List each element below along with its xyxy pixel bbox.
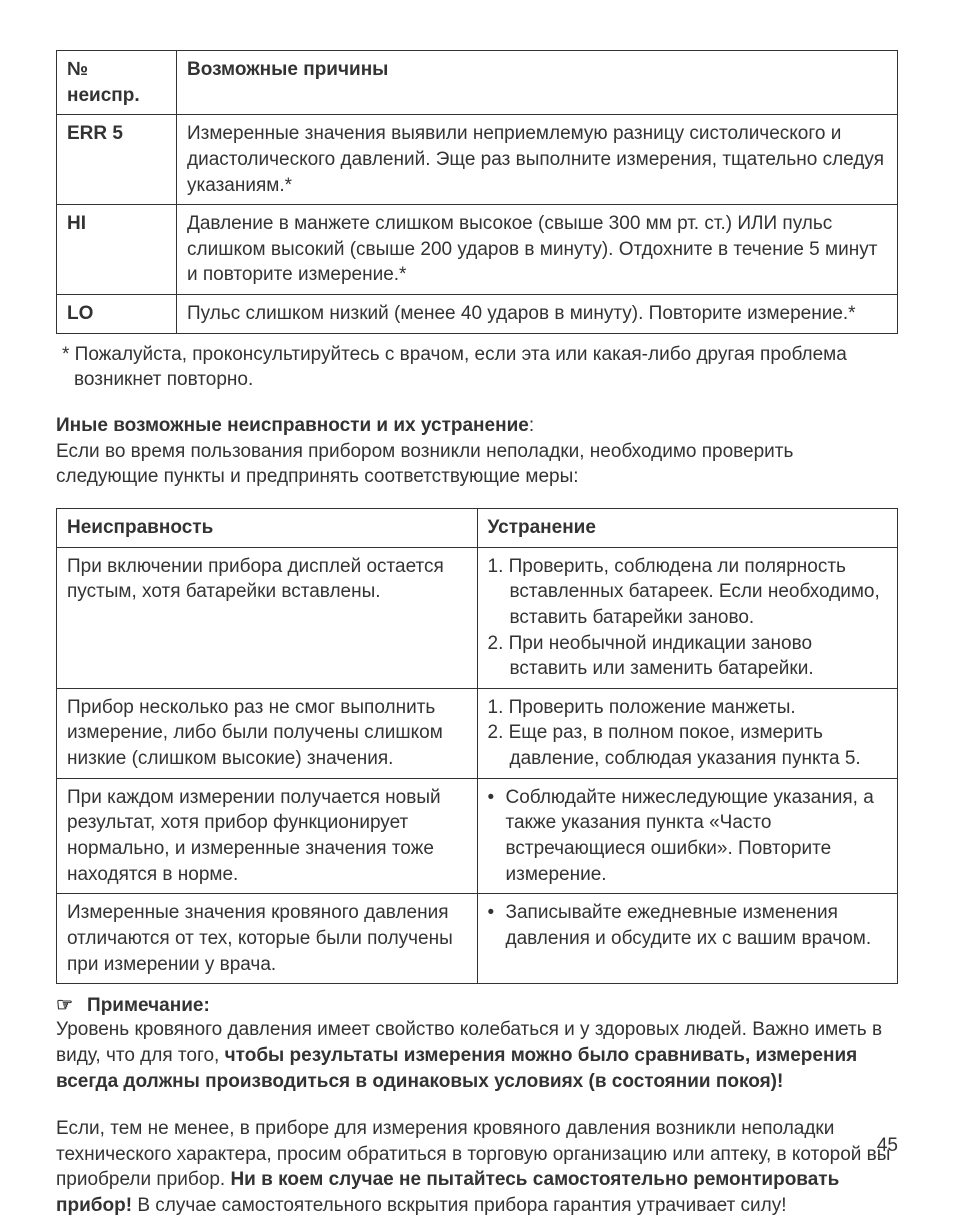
table-row: При включении прибора дисплей остается п… [57,547,898,688]
table-row: LO Пульс слишком низкий (менее 40 ударов… [57,295,898,334]
para2-c: В случае самостоятельного вскрытия прибо… [132,1195,787,1216]
problem-cell: При каждом измерении получается новый ре… [57,778,478,894]
fix-item: 1. Проверить, соблюдена ли полярность вс… [488,554,888,631]
header-cause: Возможные причины [177,51,898,115]
error-cause: Давление в манжете слишком высокое (свыш… [177,205,898,295]
error-code: ERR 5 [57,115,177,205]
intro-text: Если во время пользования прибором возни… [56,441,793,488]
table-header-row: № неиспр. Возможные причины [57,51,898,115]
fix-item: 2. Еще раз, в полном покое, измерить дав… [488,720,888,771]
section-title: Иные возможные неисправности и их устран… [56,415,529,436]
problem-cell: При включении прибора дисплей остается п… [57,547,478,688]
table-row: При каждом измерении получается новый ре… [57,778,898,894]
pointing-hand-icon: ☞ [56,994,73,1017]
fix-cell: Записывайте ежедневные изменения давлени… [477,894,898,984]
note-paragraph-1: Уровень кровяного давления имеет свойств… [56,1017,898,1094]
fix-cell: Соблюдайте нижеследующие указания, а так… [477,778,898,894]
fix-cell: 1. Проверить, соблюдена ли полярность вс… [477,547,898,688]
fix-cell: 1. Проверить положение манжеты. 2. Еще р… [477,688,898,778]
footnote-text: * Пожалуйста, проконсультируйтесь с врач… [56,342,898,393]
problem-cell: Измеренные значения кровяного давления о… [57,894,478,984]
fix-item: Соблюдайте нижеследующие указания, а так… [488,785,888,888]
error-cause: Измеренные значения выявили неприемлемую… [177,115,898,205]
fix-item: 2. При необычной индикации заново встави… [488,631,888,682]
error-code: HI [57,205,177,295]
table-row: Прибор несколько раз не смог выполнить и… [57,688,898,778]
page-number: 45 [877,1135,898,1157]
note-title: Примечание: [87,995,210,1016]
table-row: Измеренные значения кровяного давления о… [57,894,898,984]
note-header: ☞ Примечание: [56,994,898,1017]
header-fix: Устранение [477,508,898,547]
note-paragraph-2: Если, тем не менее, в приборе для измере… [56,1116,898,1219]
error-codes-table: № неиспр. Возможные причины ERR 5 Измере… [56,50,898,334]
error-code: LO [57,295,177,334]
error-cause: Пульс слишком низкий (менее 40 ударов в … [177,295,898,334]
fix-item: Записывайте ежедневные изменения давлени… [488,900,888,951]
table-row: HI Давление в манжете слишком высокое (с… [57,205,898,295]
colon: : [529,415,534,436]
table-row: ERR 5 Измеренные значения выявили неприе… [57,115,898,205]
fix-item: 1. Проверить положение манжеты. [488,695,888,721]
header-code: № неиспр. [57,51,177,115]
header-problem: Неисправность [57,508,478,547]
section-intro: Иные возможные неисправности и их устран… [56,413,898,490]
problem-cell: Прибор несколько раз не смог выполнить и… [57,688,478,778]
troubleshooting-table: Неисправность Устранение При включении п… [56,508,898,984]
table-header-row: Неисправность Устранение [57,508,898,547]
